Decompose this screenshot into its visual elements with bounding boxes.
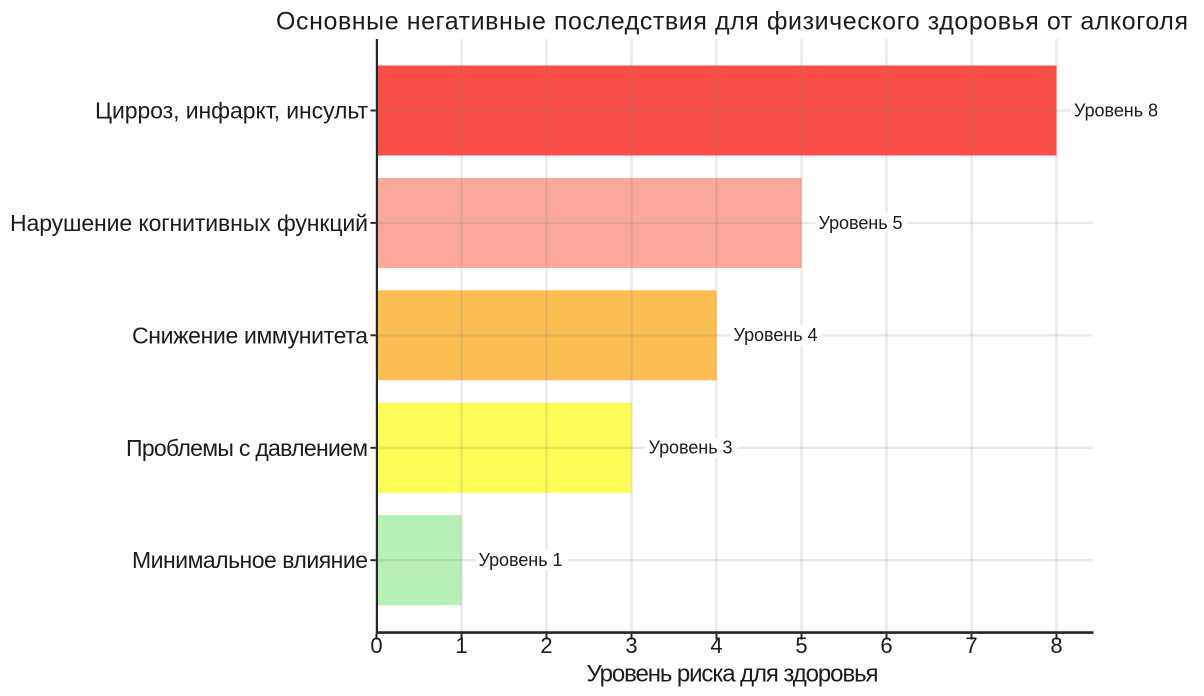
svg-text:2: 2 [540,633,552,658]
svg-text:Цирроз, инфаркт, инсульт: Цирроз, инфаркт, инсульт [95,98,368,124]
svg-text:Уровень 8: Уровень 8 [1074,100,1158,120]
svg-text:Снижение иммунитета: Снижение иммунитета [132,322,368,348]
svg-text:Основные негативные последстви: Основные негативные последствия для физи… [276,8,1188,36]
svg-text:Нарушение когнитивных функций: Нарушение когнитивных функций [10,210,368,236]
svg-text:Уровень 4: Уровень 4 [734,325,818,345]
svg-text:Проблемы с давлением: Проблемы с давлением [126,435,368,461]
svg-text:Минимальное влияние: Минимальное влияние [132,547,368,573]
svg-text:Уровень 3: Уровень 3 [649,438,733,458]
svg-text:1: 1 [455,633,467,658]
svg-text:Уровень 1: Уровень 1 [479,550,563,570]
svg-text:4: 4 [710,633,722,658]
svg-text:Уровень риска для здоровья: Уровень риска для здоровья [587,661,879,688]
svg-text:7: 7 [965,633,977,658]
svg-text:8: 8 [1050,633,1062,658]
svg-text:Уровень 5: Уровень 5 [819,213,903,233]
svg-text:3: 3 [625,633,637,658]
svg-text:5: 5 [795,633,807,658]
svg-text:0: 0 [370,633,382,658]
svg-text:6: 6 [880,633,892,658]
